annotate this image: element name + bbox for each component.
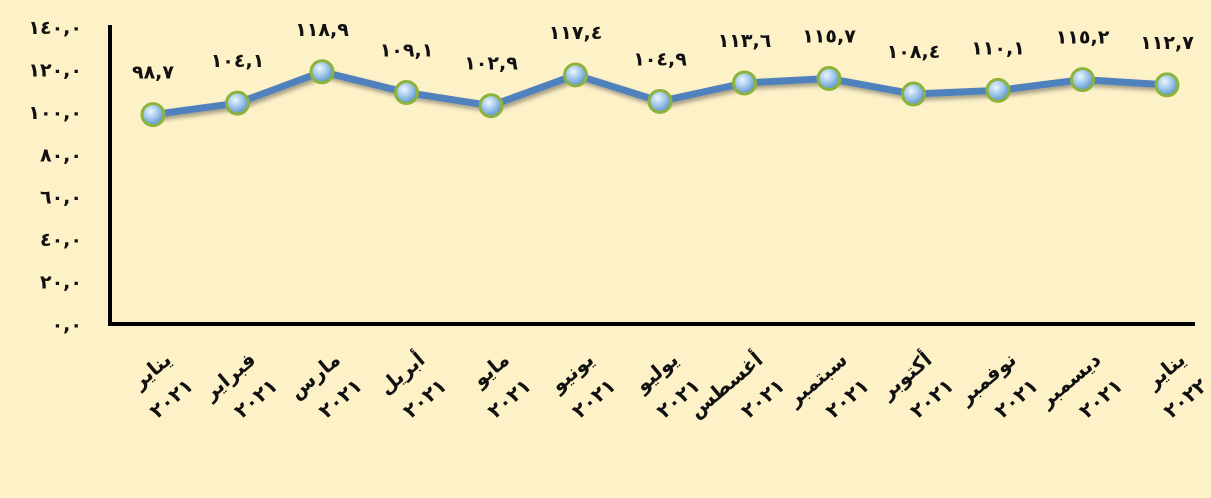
y-axis: ٠,٠ ٢٠,٠ ٤٠,٠ ٦٠,٠ ٨٠,٠ ١٠٠,٠ ١٢٠,٠ ١٤٠,٠	[28, 17, 112, 336]
data-labels: ٩٨,٧ ١٠٤,١ ١١٨,٩ ١٠٩,١ ١٠٢,٩ ١١٧,٤ ١٠٤,٩ ١١٣,٦ ١…	[132, 19, 1194, 84]
y-tick-label: ٦٠,٠	[40, 187, 82, 209]
data-point-marker	[309, 59, 335, 85]
y-tick-label: ٨٠,٠	[40, 144, 82, 166]
data-point-marker	[394, 80, 419, 106]
y-tick-label: ٤٠,٠	[40, 229, 82, 251]
y-tick-label: ٢٠,٠	[40, 272, 82, 294]
data-label: ١١٠,١	[971, 37, 1025, 59]
data-point-marker	[985, 77, 1011, 103]
data-label: ١٠٨,٤	[887, 41, 941, 63]
series-line-group	[140, 59, 1180, 128]
data-label: ١١٣,٦	[718, 30, 772, 52]
data-label: ١١٥,٧	[802, 26, 856, 48]
data-label: ٩٨,٧	[132, 62, 174, 84]
y-tick-label: ٠,٠	[52, 314, 82, 336]
data-point-marker	[478, 93, 504, 119]
data-point-marker	[1154, 72, 1180, 98]
data-label: ١١٥,٢	[1056, 27, 1110, 49]
y-tick-label: ١٠٠,٠	[28, 102, 82, 124]
data-point-marker	[732, 70, 757, 96]
data-label: ١١٨,٩	[295, 19, 349, 41]
data-point-marker	[563, 62, 588, 88]
data-point-marker	[140, 102, 166, 128]
y-tick-label: ١٤٠,٠	[28, 17, 82, 39]
y-tick-label: ١٢٠,٠	[28, 59, 82, 81]
data-point-marker	[225, 90, 250, 116]
data-label: ١١٢,٧	[1140, 32, 1194, 54]
data-point-marker	[647, 88, 673, 114]
data-label: ١٠٤,٩	[633, 48, 687, 70]
data-label: ١١٧,٤	[549, 22, 603, 44]
data-label: ١٠٢,٩	[464, 53, 518, 75]
data-point-marker	[1070, 67, 1095, 93]
data-point-marker	[901, 81, 926, 107]
data-label: ١٠٤,١	[211, 50, 265, 72]
data-point-marker	[816, 66, 842, 92]
data-label: ١٠٩,١	[380, 40, 434, 62]
